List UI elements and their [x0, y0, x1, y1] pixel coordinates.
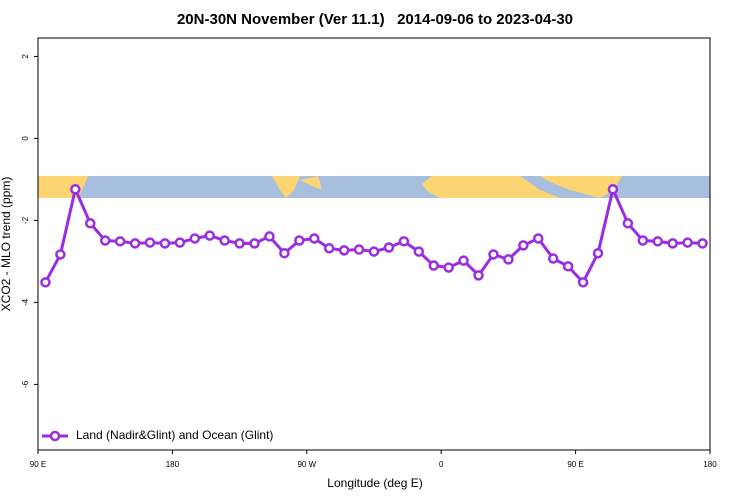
data-point: [398, 236, 410, 247]
x-tick-label: 0: [439, 460, 444, 469]
legend-marker: [49, 430, 61, 442]
data-point: [129, 238, 141, 249]
y-axis-label: XCO2 - MLO trend (ppm): [0, 177, 13, 312]
data-point: [383, 242, 395, 253]
land: [422, 176, 560, 198]
series-line: [44, 184, 703, 285]
data-point: [85, 218, 96, 229]
data-point: [174, 237, 186, 248]
y-tick-label: 0: [21, 136, 30, 141]
y-tick-label: 2: [21, 54, 30, 59]
data-point: [40, 277, 51, 288]
data-point: [547, 253, 559, 264]
land: [540, 176, 622, 198]
land: [272, 176, 300, 198]
data-point: [637, 235, 649, 246]
data-point: [338, 245, 350, 256]
data-point: [577, 277, 589, 288]
data-point: [55, 249, 66, 260]
y-tick-label: -2: [21, 216, 30, 224]
x-tick-label: 90 E: [567, 460, 583, 469]
plot-frame: [37, 37, 711, 451]
data-point: [562, 261, 574, 272]
data-point: [473, 270, 484, 281]
data-point: [99, 235, 111, 246]
data-point: [264, 231, 275, 242]
chart-title: 20N-30N November (Ver 11.1) 2014-09-06 t…: [177, 11, 573, 28]
legend-label: Land (Nadir&Glint) and Ocean (Glint): [76, 428, 273, 442]
data-point: [697, 238, 708, 249]
data-point: [204, 230, 215, 241]
data-point: [70, 184, 81, 195]
data-point: [279, 247, 290, 259]
x-tick-label: 180: [703, 460, 717, 469]
legend: Land (Nadir&Glint) and Ocean (Glint): [42, 428, 273, 442]
data-point: [159, 238, 171, 249]
data-point: [309, 233, 320, 244]
x-axis-label: Longitude (deg E): [327, 476, 422, 490]
data-point: [428, 260, 439, 271]
data-point: [622, 218, 634, 229]
map-band: [38, 176, 710, 198]
data-point: [518, 240, 529, 251]
data-point: [443, 262, 454, 273]
data-point: [458, 255, 469, 266]
y-tick-label: -6: [21, 380, 30, 388]
y-tick-label: -4: [21, 298, 30, 306]
data-point: [652, 236, 663, 247]
data-point: [144, 237, 156, 248]
data-point: [533, 233, 544, 244]
data-point: [323, 243, 335, 254]
data-point: [667, 238, 678, 249]
data-point: [353, 244, 365, 255]
x-tick-label: 180: [166, 460, 180, 469]
data-point: [219, 235, 230, 246]
data-point: [682, 237, 693, 248]
land: [300, 176, 322, 190]
x-tick-label: 90 E: [30, 460, 46, 469]
data-point: [488, 249, 499, 260]
data-point: [234, 238, 245, 249]
data-point: [413, 246, 425, 257]
data-point: [294, 235, 305, 246]
data-point: [189, 233, 201, 244]
data-point: [249, 238, 260, 249]
data-point: [114, 236, 126, 247]
data-point: [607, 184, 619, 195]
data-point: [368, 246, 380, 257]
data-point: [592, 247, 604, 259]
x-tick-label: 90 W: [297, 460, 316, 469]
data-point: [503, 254, 514, 265]
